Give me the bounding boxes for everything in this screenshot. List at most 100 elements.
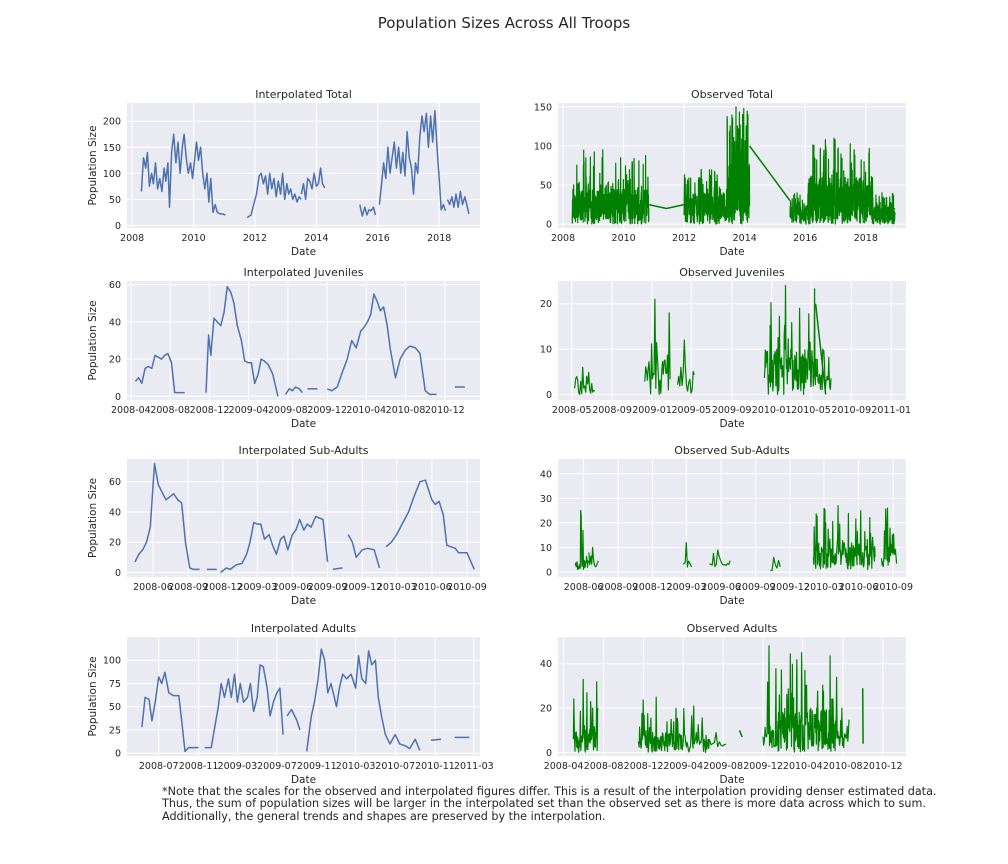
chart-1-y-tick-label-0: 0	[115, 221, 121, 232]
chart-1-line-segment-5	[378, 110, 447, 212]
chart-5-x-tick-label-6: 2009-12	[342, 582, 382, 593]
chart-2-x-axis-label: Date	[719, 246, 744, 258]
chart-6-x-tick-label-9: 2010-09	[873, 582, 913, 593]
chart-8-y-tick-label-0: 0	[546, 748, 552, 759]
chart-1-series-1	[140, 110, 470, 219]
chart-4-series-1	[574, 284, 832, 396]
chart-7-x-tick-label-5: 2010-03	[336, 761, 376, 772]
chart-1-line-segment-3	[300, 167, 326, 201]
chart-3-x-tick-label-5: 2009-12	[307, 405, 347, 416]
chart-2-x-tick-label-2: 2012	[672, 233, 696, 244]
chart-1-title: Interpolated Total	[255, 88, 352, 101]
chart-1-x-tick-label-3: 2014	[304, 233, 328, 244]
chart-8-observed-cluster-5	[762, 645, 779, 749]
chart-7-line-segment-5	[431, 738, 442, 741]
chart-8-title: Observed Adults	[687, 622, 778, 635]
chart-4-y-tick-label-0: 0	[546, 390, 552, 401]
chart-1-x-tick-label-0: 2008	[120, 233, 144, 244]
chart-6-observed-cluster-2	[588, 546, 599, 568]
chart-2-y-tick-label-2: 100	[534, 141, 552, 152]
chart-5-line-segment-5	[347, 534, 381, 569]
chart-8-x-tick-label-0: 2008-04	[544, 761, 584, 772]
chart-4-y-tick-label-2: 20	[540, 299, 552, 310]
footnote: *Note that the scales for the observed a…	[162, 785, 937, 823]
chart-2-x-tick-label-5: 2018	[854, 233, 878, 244]
chart-1-line-segment-4	[359, 204, 377, 217]
chart-7-x-tick-label-1: 2008-11	[179, 761, 219, 772]
chart-5-line-segment-6	[385, 479, 475, 570]
footnote-line-1: *Note that the scales for the observed a…	[162, 785, 937, 798]
chart-6-y-tick-label-1: 10	[540, 543, 552, 554]
chart-3-line-segment-3	[284, 386, 303, 395]
chart-1-line-segment-1	[140, 133, 226, 216]
chart-7-x-tick-label-3: 2009-07	[257, 761, 297, 772]
chart-4-x-tick-label-1: 2008-09	[592, 405, 632, 416]
chart-1-y-tick-label-1: 50	[109, 195, 121, 206]
footnote-line-2: Thus, the sum of population sizes will b…	[162, 797, 926, 811]
chart-6-series-1	[574, 505, 898, 572]
chart-2-y-tick-label-3: 150	[534, 102, 552, 113]
chart-5-x-tick-label-5: 2009-09	[308, 582, 348, 593]
chart-1-x-tick-label-2: 2012	[243, 233, 267, 244]
chart-8-x-tick-label-3: 2009-04	[663, 761, 703, 772]
chart-6-x-tick-label-3: 2009-03	[667, 582, 707, 593]
chart-8-x-tick-label-2: 2008-12	[624, 761, 664, 772]
chart-2-title: Observed Total	[691, 88, 773, 101]
chart-3-series-1	[134, 285, 465, 397]
chart-7-line-segment-1	[141, 671, 199, 753]
chart-8-x-tick-label-5: 2009-12	[743, 761, 783, 772]
chart-4-x-axis-label: Date	[719, 418, 744, 430]
chart-4-observed-cluster-1	[574, 366, 596, 395]
chart-7-x-tick-label-8: 2011-03	[454, 761, 494, 772]
chart-2-line-segment-2	[748, 145, 791, 202]
chart-8-y-tick-label-1: 20	[540, 704, 552, 715]
chart-3-line-segment-5	[326, 293, 437, 396]
chart-3-x-tick-label-1: 2008-08	[150, 405, 190, 416]
chart-3-plot-area	[127, 281, 480, 400]
chart-8-series-1	[572, 645, 864, 754]
chart-4-x-tick-label-7: 2010-09	[831, 405, 871, 416]
chart-4-line-segment-1	[814, 303, 827, 395]
chart-2: 2008 2010 2012 2014 2016 2018 0 50 100 150 Observe…	[534, 88, 906, 258]
chart-3-x-axis-label: Date	[291, 418, 316, 430]
chart-8-x-tick-label-4: 2009-08	[703, 761, 743, 772]
chart-7-line-segment-3	[286, 708, 301, 731]
chart-6-y-tick-label-4: 40	[540, 469, 552, 480]
chart-6-x-tick-label-1: 2008-09	[598, 582, 638, 593]
chart-3-x-tick-label-6: 2010-04	[346, 405, 386, 416]
chart-3-x-tick-label-8: 2010-12	[425, 405, 465, 416]
chart-6-x-tick-label-4: 2009-06	[701, 582, 741, 593]
chart-3-x-tick-label-2: 2008-12	[190, 405, 230, 416]
chart-2-x-tick-label-0: 2008	[551, 233, 575, 244]
chart-5-title: Interpolated Sub-Adults	[239, 444, 369, 457]
chart-2-line-segment-1	[648, 203, 685, 210]
chart-8: 2008-04 2008-08 2008-12 2009-04 2009-08 2009-…	[540, 622, 906, 786]
chart-5-x-tick-label-2: 2008-12	[203, 582, 243, 593]
chart-5-x-tick-label-3: 2009-03	[237, 582, 277, 593]
chart-3-x-tick-label-0: 2008-04	[111, 405, 151, 416]
chart-7-y-tick-label-1: 25	[109, 725, 121, 736]
footnote-line-3: Additionally, the general trends and sha…	[162, 809, 606, 823]
chart-5-y-tick-label-0: 0	[115, 568, 121, 579]
chart-7-plot-area	[127, 637, 480, 756]
chart-6-observed-cluster-6	[812, 505, 876, 571]
chart-7: 2008-07 2008-11 2009-03 2009-07 2009-11 2010-…	[87, 622, 494, 786]
chart-1-x-axis-label: Date	[291, 246, 316, 258]
chart-5-plot-area	[127, 459, 480, 577]
chart-7-y-tick-label-3: 75	[109, 679, 121, 690]
chart-8-x-tick-label-8: 2010-12	[863, 761, 903, 772]
chart-3-line-segment-2	[205, 285, 279, 397]
chart-5-line-segment-1	[134, 462, 200, 571]
chart-8-line-segment-2	[738, 730, 743, 738]
chart-5-x-tick-label-4: 2009-06	[273, 582, 313, 593]
chart-1-y-axis-label: Population Size	[87, 125, 99, 205]
chart-3: 2008-04 2008-08 2008-12 2009-04 2009-08 2009-…	[87, 266, 480, 430]
chart-7-title: Interpolated Adults	[251, 622, 357, 635]
chart-4-observed-cluster-5	[816, 348, 832, 391]
chart-2-y-tick-label-1: 50	[540, 181, 552, 192]
chart-5-y-tick-label-2: 40	[109, 507, 121, 518]
chart-4-x-tick-label-8: 2011-01	[871, 405, 911, 416]
chart-7-line-segment-2	[204, 664, 284, 749]
chart-7-x-axis-label: Date	[291, 774, 316, 786]
chart-8-observed-cluster-4	[708, 732, 727, 748]
